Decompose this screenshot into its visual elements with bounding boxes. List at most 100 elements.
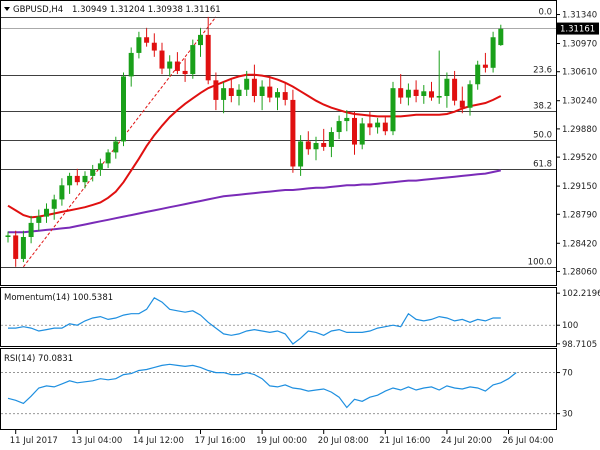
candle-body: [5, 235, 11, 237]
indicator-tick-label: 70: [562, 369, 573, 379]
candle-body: [51, 199, 57, 209]
candle: [44, 203, 49, 223]
candle-body: [36, 216, 42, 223]
candle-body: [405, 89, 411, 98]
candle-body: [244, 78, 250, 90]
candle-body: [475, 64, 481, 85]
candle: [128, 47, 134, 87]
price-tick-label: 1.28790: [562, 210, 597, 220]
candle-body: [259, 86, 265, 96]
momentum-panel-frame: [0, 287, 557, 347]
candle: [244, 70, 250, 96]
candle-body: [352, 117, 357, 145]
candle: [344, 110, 350, 132]
candle-body: [113, 141, 119, 153]
rsi-panel-frame: [0, 348, 557, 430]
time-tick-label: 26 Jul 04:00: [503, 436, 554, 446]
candle: [367, 111, 373, 136]
indicator-tick-label: 100: [562, 321, 578, 331]
candle: [167, 55, 173, 77]
indicator-tick-label: 102.2196: [562, 289, 600, 299]
candle-body: [251, 78, 257, 96]
candle: [305, 131, 311, 155]
candle: [313, 136, 319, 161]
price-tick-label: 1.30240: [562, 97, 597, 107]
candle: [259, 80, 265, 111]
candle-body: [90, 169, 96, 176]
candle: [405, 83, 411, 106]
fib-level-label: 0.0: [538, 8, 552, 18]
candle: [174, 52, 180, 75]
candle: [51, 194, 57, 220]
candle-body: [28, 222, 34, 237]
slow-moving-average: [8, 169, 502, 234]
candlesticks: [5, 16, 504, 267]
candle-body: [205, 34, 211, 81]
momentum-line: [8, 297, 501, 345]
candle-body: [74, 175, 80, 183]
candle: [144, 27, 150, 47]
candle: [190, 39, 196, 79]
candle-body: [382, 122, 388, 132]
candle: [482, 52, 488, 73]
candle: [328, 127, 334, 158]
candle: [251, 64, 257, 103]
candle: [352, 111, 357, 155]
candle: [113, 136, 119, 159]
time-axis: 11 Jul 2017 13 Jul 04:00 14 Jul 12:00 17 Ju…: [10, 430, 554, 446]
price-tick-label: 1.31340: [562, 11, 597, 21]
candle: [67, 172, 73, 194]
symbol-label: GBPUSD,H4: [13, 5, 63, 15]
candle: [221, 81, 227, 114]
candle: [105, 149, 111, 169]
candle: [467, 80, 473, 116]
candle: [359, 117, 365, 150]
candle-body: [444, 78, 450, 96]
collapse-triangle-icon[interactable]: [4, 7, 10, 11]
candle-body: [305, 141, 311, 150]
candle: [398, 74, 404, 104]
candle: [336, 115, 342, 140]
candle: [290, 89, 296, 173]
candle-body: [490, 37, 496, 68]
candle-body: [375, 122, 381, 128]
current-price-label: 1.31161: [560, 25, 595, 35]
candle-body: [236, 89, 242, 96]
candle-body: [20, 237, 26, 259]
candle: [475, 60, 481, 90]
candle: [228, 78, 234, 103]
price-tick-label: 1.30970: [562, 40, 597, 50]
price-tick-label: 1.28060: [562, 267, 597, 277]
fib-level-label: 50.0: [533, 131, 552, 141]
candle-body: [290, 99, 296, 167]
candle: [213, 72, 219, 111]
fibonacci-levels: 0.0 23.6 38.2 50.0 61.8 100.0: [1, 8, 556, 268]
candle-body: [467, 84, 473, 108]
candle-body: [144, 37, 150, 43]
indicator-tick-label: 30: [562, 410, 573, 420]
candle: [421, 85, 427, 104]
momentum-label: Momentum(14) 100.5381: [4, 293, 113, 303]
candle-body: [167, 61, 173, 69]
candle-body: [159, 50, 165, 69]
candle-body: [228, 88, 234, 96]
candle: [298, 135, 304, 176]
candle-body: [121, 76, 126, 142]
fib-level-label: 23.6: [533, 66, 552, 76]
candle: [82, 171, 88, 189]
candle-body: [97, 163, 103, 170]
candle-body: [136, 37, 142, 53]
candle-body: [151, 42, 157, 51]
candle: [182, 58, 188, 82]
candle: [282, 83, 288, 106]
fib-level-label: 61.8: [533, 160, 552, 170]
candle-body: [359, 123, 365, 145]
rsi-label: RSI(14) 70.0831: [4, 354, 73, 364]
time-tick-label: 14 Jul 12:00: [133, 436, 184, 446]
fib-level-label: 38.2: [533, 102, 552, 112]
candle: [236, 84, 242, 106]
candle: [375, 117, 381, 134]
candle: [459, 86, 465, 114]
candle-body: [190, 45, 196, 75]
fibonacci-trend-line: [23, 16, 217, 268]
